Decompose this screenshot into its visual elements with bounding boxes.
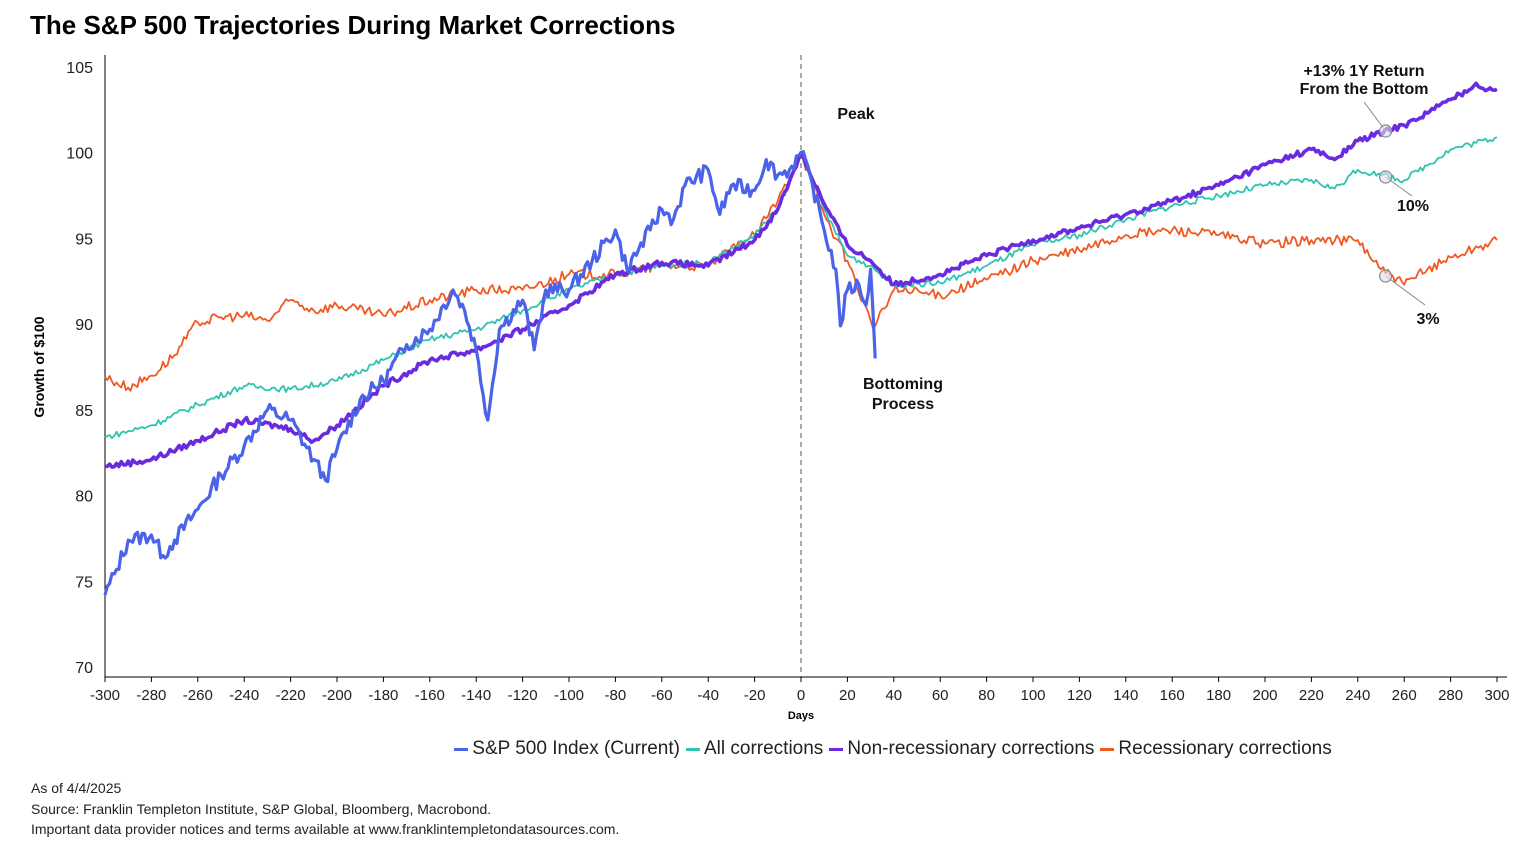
marker-recessionary bbox=[1379, 269, 1393, 283]
source-note: Source: Franklin Templeton Institute, S&… bbox=[31, 800, 492, 817]
legend-swatch bbox=[454, 747, 469, 751]
annotation-3pct: 3% bbox=[1416, 311, 1439, 328]
x-tick-label: 240 bbox=[1345, 687, 1370, 704]
x-tick-label: -100 bbox=[554, 687, 584, 704]
x-tick-label: -300 bbox=[90, 687, 120, 704]
legend-item-recessionary[interactable]: Recessionary corrections bbox=[1100, 738, 1332, 760]
as-of-date: As of 4/4/2025 bbox=[31, 780, 122, 796]
x-tick-label: 220 bbox=[1299, 687, 1324, 704]
x-tick-label: -220 bbox=[276, 687, 306, 704]
x-tick-label: -240 bbox=[229, 687, 259, 704]
x-tick-label: -80 bbox=[605, 687, 627, 704]
y-tick-label: 105 bbox=[66, 60, 93, 77]
annotation-10pct: 10% bbox=[1397, 198, 1429, 215]
annotation-return: From the Bottom bbox=[1300, 81, 1429, 98]
x-tick-label: 280 bbox=[1438, 687, 1463, 704]
legend-label: All corrections bbox=[703, 738, 824, 759]
x-tick-label: 160 bbox=[1160, 687, 1185, 704]
x-tick-label: 300 bbox=[1484, 687, 1509, 704]
y-tick-label: 75 bbox=[75, 574, 93, 591]
x-tick-label: 140 bbox=[1113, 687, 1138, 704]
x-tick-label: 260 bbox=[1392, 687, 1417, 704]
y-tick-label: 100 bbox=[66, 146, 93, 163]
x-tick-label: 80 bbox=[978, 687, 995, 704]
y-tick-label: 95 bbox=[75, 231, 93, 248]
x-tick-label: 60 bbox=[932, 687, 949, 704]
chart-title: The S&P 500 Trajectories During Market C… bbox=[30, 10, 676, 40]
annotation-return: +13% 1Y Return bbox=[1303, 63, 1424, 80]
y-tick-label: 70 bbox=[75, 660, 93, 677]
x-tick-label: 100 bbox=[1020, 687, 1045, 704]
x-tick-label: -120 bbox=[508, 687, 538, 704]
x-tick-label: -180 bbox=[368, 687, 398, 704]
series-group bbox=[103, 81, 1498, 596]
legend-item-current[interactable]: S&P 500 Index (Current) bbox=[454, 738, 680, 760]
x-tick-label: 120 bbox=[1067, 687, 1092, 704]
axes: 70 75 80 85 90 95 100 105 -300 -280 -260 -240 -220 -2… bbox=[66, 55, 1510, 704]
x-tick-label: 0 bbox=[797, 687, 805, 704]
leader-line bbox=[1385, 275, 1426, 306]
x-tick-label: -60 bbox=[651, 687, 673, 704]
annotation-peak: Peak bbox=[837, 106, 874, 123]
legend-label: Non-recessionary corrections bbox=[847, 738, 1095, 759]
x-tick-label: -160 bbox=[415, 687, 445, 704]
x-tick-label: -40 bbox=[697, 687, 719, 704]
x-tick-label: -140 bbox=[461, 687, 491, 704]
line-chart: 70 75 80 85 90 95 100 105 -300 -280 -260 -240 -220 -2… bbox=[31, 55, 1510, 722]
x-tick-label: -200 bbox=[322, 687, 352, 704]
legend-swatch bbox=[829, 747, 844, 751]
annotation-bottoming: Bottoming bbox=[863, 376, 943, 393]
series-current bbox=[103, 150, 877, 596]
y-tick-label: 80 bbox=[75, 489, 93, 506]
x-tick-label: 180 bbox=[1206, 687, 1231, 704]
x-tick-label: -280 bbox=[136, 687, 166, 704]
legend-item-all[interactable]: All corrections bbox=[685, 738, 824, 760]
x-tick-label: 200 bbox=[1252, 687, 1277, 704]
x-tick-label: -20 bbox=[744, 687, 766, 704]
y-tick-label: 85 bbox=[75, 403, 93, 420]
legend: S&P 500 Index (Current) All corrections … bbox=[0, 738, 1536, 760]
footer: As of 4/4/2025 Source: Franklin Templeto… bbox=[31, 778, 619, 840]
x-tick-label: 20 bbox=[839, 687, 856, 704]
legend-swatch bbox=[685, 747, 700, 751]
notice-note: Important data provider notices and term… bbox=[31, 821, 620, 837]
x-tick-label: -260 bbox=[183, 687, 213, 704]
y-axis-label: Growth of $100 bbox=[31, 316, 47, 417]
x-tick-label: 40 bbox=[885, 687, 902, 704]
legend-label: Recessionary corrections bbox=[1118, 738, 1332, 759]
marker-all-corrections bbox=[1379, 170, 1393, 184]
legend-item-nonrecessionary[interactable]: Non-recessionary corrections bbox=[829, 738, 1094, 760]
legend-label: S&P 500 Index (Current) bbox=[472, 738, 680, 759]
y-tick-label: 90 bbox=[75, 317, 93, 334]
marker-nonrecessionary bbox=[1379, 124, 1393, 138]
annotation-bottoming: Process bbox=[872, 396, 934, 413]
legend-swatch bbox=[1100, 747, 1115, 751]
x-axis-label: Days bbox=[788, 710, 814, 722]
